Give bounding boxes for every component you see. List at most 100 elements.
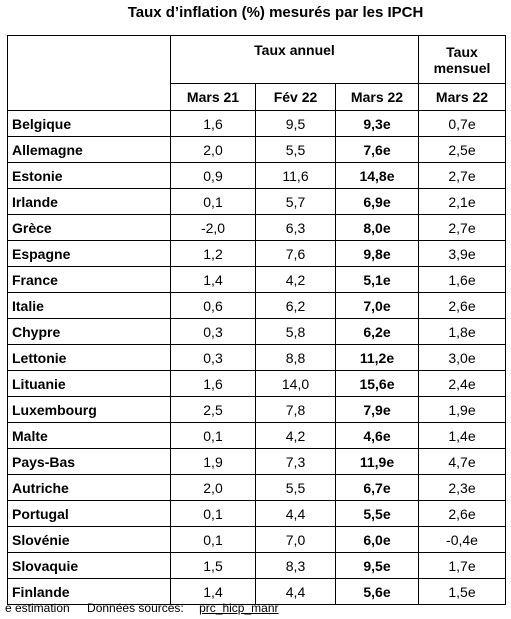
value-cell: 8,3 <box>255 552 336 579</box>
country-cell: Irlande <box>7 188 171 215</box>
table-row: Allemagne 2,0 5,5 7,6e 2,5e <box>7 136 506 163</box>
value-cell: 11,6 <box>255 162 336 189</box>
value-cell: 11,2e <box>335 344 419 371</box>
value-cell: 2,3e <box>418 474 506 501</box>
country-cell: France <box>7 266 171 293</box>
value-cell: 1,7e <box>418 552 506 579</box>
value-cell: 1,9e <box>418 396 506 423</box>
value-cell: 2,1e <box>418 188 506 215</box>
value-cell: 7,0e <box>335 292 419 319</box>
value-cell: 8,0e <box>335 214 419 241</box>
value-cell: 0,1 <box>170 188 256 215</box>
column-header: Fév 22 <box>255 83 336 111</box>
value-cell: 6,2e <box>335 318 419 345</box>
value-cell: 6,3 <box>255 214 336 241</box>
value-cell: 4,7e <box>418 448 506 475</box>
value-cell: 4,6e <box>335 422 419 449</box>
footnote: e estimation Données sources: prc_hicp_m… <box>5 601 279 615</box>
country-cell: Italie <box>7 292 171 319</box>
value-cell: 1,6e <box>418 266 506 293</box>
value-cell: 4,2 <box>255 422 336 449</box>
country-cell: Estonie <box>7 162 171 189</box>
value-cell: 3,0e <box>418 344 506 371</box>
header-row: Taux annuel Taux mensuel <box>7 35 506 111</box>
table-row: France 1,4 4,2 5,1e 1,6e <box>7 266 506 293</box>
value-cell: 8,8 <box>255 344 336 371</box>
value-cell: 2,0 <box>170 474 256 501</box>
source-label: Données sources: <box>87 601 184 615</box>
table-row: Finlande 1,4 4,4 5,6e 1,5e <box>7 578 506 605</box>
table-row: Espagne 1,2 7,6 9,8e 3,9e <box>7 240 506 267</box>
value-cell: 0,3 <box>170 318 256 345</box>
title: Taux d’inflation (%) mesurés par les IPC… <box>127 4 424 21</box>
value-cell: 7,8 <box>255 396 336 423</box>
column-header: Mars 22 <box>418 83 506 111</box>
value-cell: -0,4e <box>418 526 506 553</box>
value-cell: 4,4 <box>255 500 336 527</box>
value-cell: 9,5e <box>335 552 419 579</box>
value-cell: 1,9 <box>170 448 256 475</box>
value-cell: 9,8e <box>335 240 419 267</box>
value-cell: 9,3e <box>335 110 419 137</box>
value-cell: 6,9e <box>335 188 419 215</box>
corner-cell <box>7 35 171 111</box>
table-row: Portugal 0,1 4,4 5,5e 2,6e <box>7 500 506 527</box>
value-cell: 1,8e <box>418 318 506 345</box>
source-link[interactable]: prc_hicp_manr <box>199 601 279 615</box>
note: e estimation <box>5 601 70 615</box>
value-cell: 5,8 <box>255 318 336 345</box>
value-cell: 5,5 <box>255 474 336 501</box>
header-row: Mars 21 Fév 22 Mars 22 Mars 22 <box>8 83 506 111</box>
country-cell: Luxembourg <box>7 396 171 423</box>
value-cell: 2,6e <box>418 292 506 319</box>
value-cell: 5,1e <box>335 266 419 293</box>
value-cell: 9,5 <box>255 110 336 137</box>
value-cell: 1,4e <box>418 422 506 449</box>
country-cell: Allemagne <box>7 136 171 163</box>
table-row: Italie 0,6 6,2 7,0e 2,6e <box>7 292 506 319</box>
value-cell: 7,3 <box>255 448 336 475</box>
value-cell: 15,6e <box>335 370 419 397</box>
column-header: Mars 21 <box>170 83 256 111</box>
country-cell: Slovénie <box>7 526 171 553</box>
value-cell: 4,2 <box>255 266 336 293</box>
table-row: Slovaquie 1,5 8,3 9,5e 1,7e <box>7 552 506 579</box>
value-cell: 14,0 <box>255 370 336 397</box>
value-cell: 2,5 <box>170 396 256 423</box>
value-cell: 0,6 <box>170 292 256 319</box>
value-cell: 0,3 <box>170 344 256 371</box>
country-cell: Autriche <box>7 474 171 501</box>
table-row: Irlande 0,1 5,7 6,9e 2,1e <box>7 188 506 215</box>
table-row: Lituanie 1,6 14,0 15,6e 2,4e <box>7 370 506 397</box>
value-cell: 0,1 <box>170 526 256 553</box>
value-cell: 1,4 <box>170 266 256 293</box>
value-cell: 0,1 <box>170 500 256 527</box>
value-cell: 11,9e <box>335 448 419 475</box>
country-cell: Belgique <box>7 110 171 137</box>
value-cell: 7,9e <box>335 396 419 423</box>
value-cell: 4,4 <box>255 578 336 605</box>
country-cell: Portugal <box>7 500 171 527</box>
table-row: Estonie 0,9 11,6 14,8e 2,7e <box>7 162 506 189</box>
table-row: Pays-Bas 1,9 7,3 11,9e 4,7e <box>7 448 506 475</box>
country-cell: Espagne <box>7 240 171 267</box>
value-cell: 6,2 <box>255 292 336 319</box>
value-cell: 1,6 <box>170 110 256 137</box>
value-cell: 7,6 <box>255 240 336 267</box>
value-cell: 2,7e <box>418 162 506 189</box>
table-row: Chypre 0,3 5,8 6,2e 1,8e <box>7 318 506 345</box>
country-cell: Grèce <box>7 214 171 241</box>
value-cell: 1,2 <box>170 240 256 267</box>
inflation-table: Taux annuel Taux mensuel Mars 21 Fév 22 … <box>7 35 506 605</box>
value-cell: 1,6 <box>170 370 256 397</box>
country-cell: Chypre <box>7 318 171 345</box>
value-cell: 6,7e <box>335 474 419 501</box>
table-row: Grèce -2,0 6,3 8,0e 2,7e <box>7 214 506 241</box>
value-cell: 2,7e <box>418 214 506 241</box>
table-row: Lettonie 0,3 8,8 11,2e 3,0e <box>7 344 506 371</box>
table-body: Belgique 1,6 9,5 9,3e 0,7e Allemagne 2,0 5,5 7,6… <box>7 110 506 605</box>
column-header: Mars 22 <box>335 83 419 111</box>
country-cell: Slovaquie <box>7 552 171 579</box>
country-cell: Malte <box>7 422 171 449</box>
value-cell: 7,6e <box>335 136 419 163</box>
